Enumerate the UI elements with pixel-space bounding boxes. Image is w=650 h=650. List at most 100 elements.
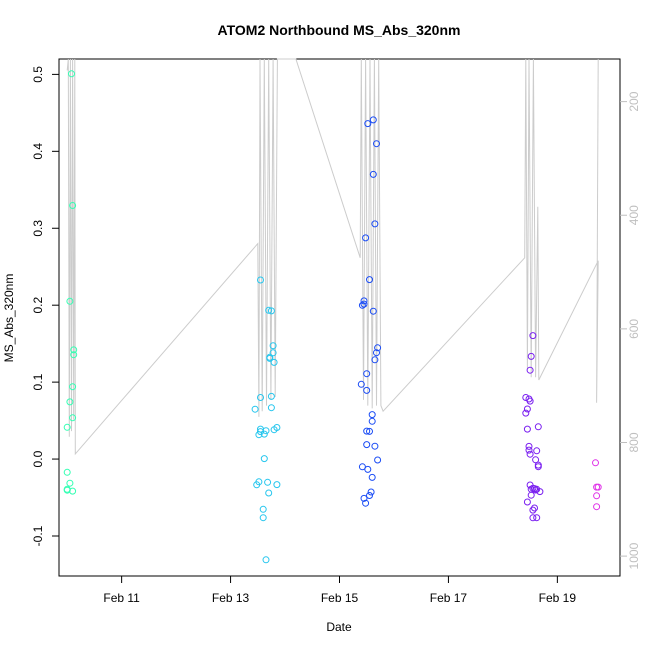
data-point xyxy=(536,488,544,496)
data-point xyxy=(69,487,77,495)
y-tick-label: -0.1 xyxy=(31,525,45,546)
data-point xyxy=(373,140,380,148)
y-tick-label: 0.0 xyxy=(31,450,45,467)
data-point xyxy=(264,478,272,486)
data-point xyxy=(273,424,281,431)
y-axis-label: MS_Abs_320nm xyxy=(2,274,16,363)
right-axis: 200 400 600 800 1000 xyxy=(620,91,641,569)
x-tick-label: Feb 15 xyxy=(321,591,359,605)
y-tick-label: 0.2 xyxy=(31,297,45,314)
data-point xyxy=(593,492,601,500)
data-point xyxy=(63,468,71,476)
y-axis: -0.1 0.0 0.1 0.2 0.3 0.4 0.5 xyxy=(31,66,59,546)
data-point xyxy=(533,447,541,455)
data-point xyxy=(257,394,264,401)
x-tick-label: Feb 19 xyxy=(539,591,577,605)
data-point xyxy=(368,411,376,419)
data-point xyxy=(273,481,281,489)
data-point xyxy=(358,301,366,309)
data-point xyxy=(66,297,74,305)
data-point xyxy=(371,220,379,228)
depth-line xyxy=(66,58,599,456)
data-point xyxy=(363,427,371,435)
data-point xyxy=(527,491,535,499)
data-point xyxy=(255,478,263,486)
data-point xyxy=(364,120,372,128)
data-point xyxy=(360,297,368,305)
data-point xyxy=(69,414,77,422)
data-point xyxy=(66,479,74,487)
right-tick-label: 600 xyxy=(627,319,641,339)
data-point xyxy=(262,427,270,435)
data-point xyxy=(70,351,78,359)
data-point xyxy=(363,370,371,378)
data-point xyxy=(364,465,372,473)
right-tick-label: 400 xyxy=(627,205,641,225)
data-point xyxy=(70,346,78,354)
data-point xyxy=(360,300,368,308)
y-tick-label: 0.4 xyxy=(31,143,45,160)
data-point xyxy=(260,455,268,463)
data-point xyxy=(367,488,375,496)
x-axis: Feb 11 Feb 13 Feb 15 Feb 17 Feb 19 xyxy=(103,576,576,605)
points-layer xyxy=(63,70,602,564)
data-point xyxy=(534,463,542,471)
data-point xyxy=(368,473,376,481)
data-point xyxy=(534,423,542,431)
data-point xyxy=(369,116,377,124)
data-point xyxy=(526,397,534,405)
data-point xyxy=(525,442,533,450)
data-point xyxy=(63,423,71,431)
data-point xyxy=(366,276,373,284)
data-point xyxy=(68,70,75,78)
data-point xyxy=(526,450,534,458)
data-point xyxy=(526,366,534,374)
data-point xyxy=(267,307,275,315)
data-point xyxy=(357,380,365,388)
y-tick-label: 0.3 xyxy=(31,220,45,237)
data-point xyxy=(374,344,382,352)
data-point xyxy=(265,306,273,314)
data-point xyxy=(522,394,530,401)
data-point xyxy=(362,499,370,507)
data-point xyxy=(270,358,278,366)
data-point xyxy=(269,349,277,357)
data-point xyxy=(265,489,273,497)
data-point xyxy=(369,170,377,178)
data-point xyxy=(363,386,371,394)
x-tick-label: Feb 17 xyxy=(430,591,468,605)
data-point xyxy=(529,506,537,514)
depth-line-layer xyxy=(66,58,599,456)
right-tick-label: 200 xyxy=(627,91,641,111)
chart-title: ATOM2 Northbound MS_Abs_320nm xyxy=(218,22,461,38)
data-point xyxy=(260,430,268,438)
data-point xyxy=(362,234,370,242)
data-point xyxy=(267,404,275,412)
data-point xyxy=(259,505,267,513)
data-point xyxy=(251,405,259,413)
data-point xyxy=(69,202,77,209)
x-tick-label: Feb 13 xyxy=(212,591,250,605)
data-point xyxy=(533,514,541,522)
data-point xyxy=(262,556,270,564)
y-tick-label: 0.5 xyxy=(31,66,45,83)
data-point xyxy=(368,417,376,425)
data-point xyxy=(358,463,366,471)
data-point xyxy=(532,486,540,494)
x-axis-label: Date xyxy=(326,620,352,634)
x-tick-label: Feb 11 xyxy=(103,591,140,605)
data-point xyxy=(366,492,373,499)
data-point xyxy=(259,514,267,522)
data-point xyxy=(529,332,537,340)
data-point xyxy=(529,514,537,522)
data-point xyxy=(267,392,275,400)
data-point xyxy=(593,503,601,511)
data-point xyxy=(523,425,531,433)
y-tick-label: 0.1 xyxy=(31,373,45,390)
data-point xyxy=(523,498,531,506)
data-point xyxy=(360,494,368,502)
right-tick-label: 800 xyxy=(627,432,641,452)
data-point xyxy=(373,349,380,357)
data-point xyxy=(371,442,379,450)
